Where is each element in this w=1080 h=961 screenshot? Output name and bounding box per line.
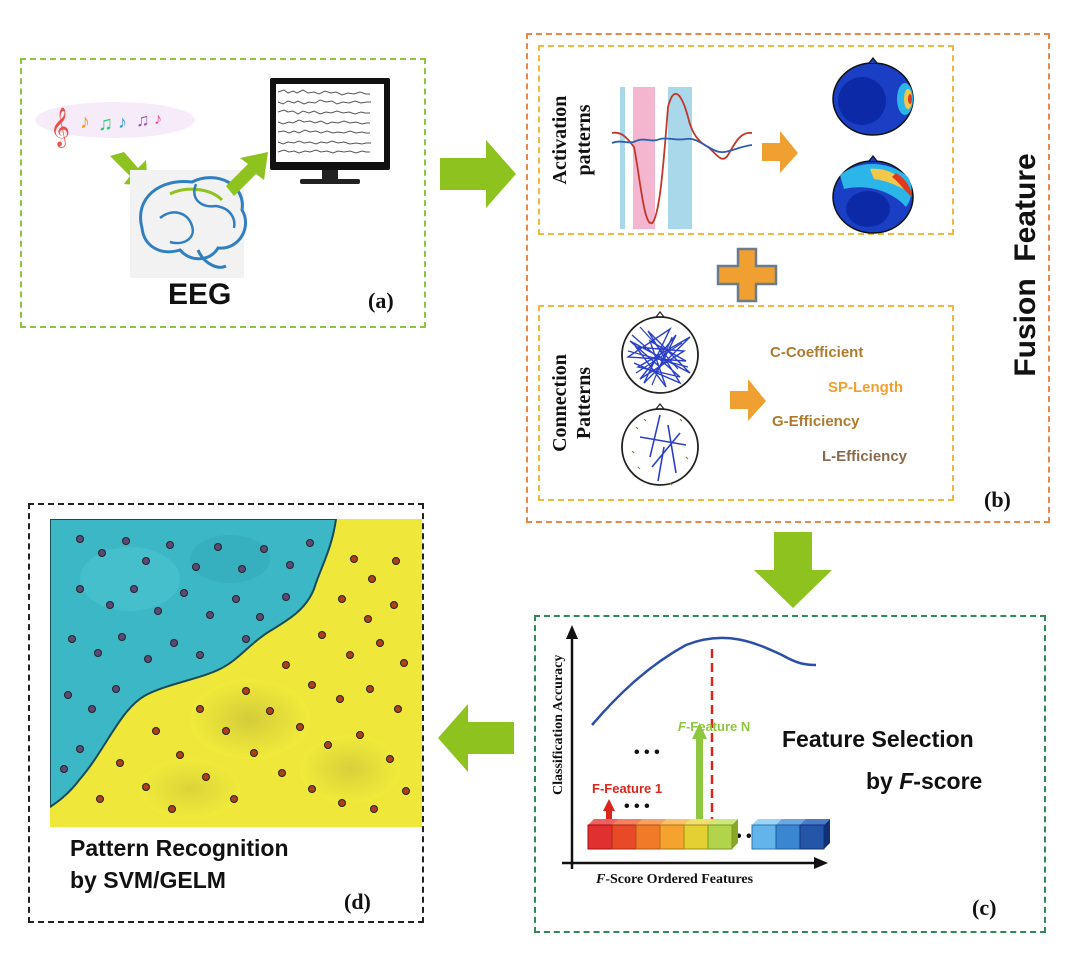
- accuracy-curve: [591, 636, 817, 726]
- metric-c-coefficient: C-Coefficient: [770, 344, 863, 361]
- feature-block: [707, 819, 738, 850]
- time-window-band: [633, 87, 655, 229]
- erp-waveform-blue: [611, 137, 753, 153]
- activation-patterns-box: Activation patterns: [538, 45, 954, 235]
- time-window-band: [620, 87, 625, 229]
- panel-c-feature-selection: F-Feature N F-Feature 1 • • • • • • • • …: [534, 615, 1046, 933]
- panel-d-pattern-recognition: Pattern Recognition by SVM/GELM (d): [28, 503, 424, 923]
- activation-graphics: [611, 57, 914, 234]
- panel-b-fusion-feature: Activation patterns: [526, 33, 1050, 523]
- svg-text:♪: ♪: [80, 111, 90, 133]
- svg-text:♪: ♪: [154, 111, 162, 128]
- ellipsis-upper: • • •: [634, 744, 660, 761]
- fusion-feature-label: Fusion Feature: [1009, 153, 1042, 377]
- connectivity-map-2-icon: [621, 403, 699, 486]
- x-axis-arrowhead: [814, 857, 828, 869]
- arrow-brain-to-monitor-icon: [226, 152, 268, 196]
- metric-sp-length: SP-Length: [828, 379, 903, 396]
- time-window-band: [668, 87, 692, 229]
- arrow-b-to-c-icon: [754, 532, 832, 608]
- class-samples-red: [96, 555, 410, 813]
- feature-selection-title-line1: Feature Selection: [782, 726, 974, 752]
- arrow-a-to-b-icon: [440, 140, 516, 208]
- pattern-recognition-title-line2: by SVM/GELM: [70, 867, 226, 893]
- panel-c-graphics: F-Feature N F-Feature 1 • • • • • • • • …: [551, 625, 982, 887]
- metric-l-efficiency: L-Efficiency: [822, 448, 908, 465]
- feature-block: [683, 819, 714, 850]
- topomap-2-icon: [832, 155, 914, 234]
- panel-a-eeg-acquisition: 𝄞 ♪ ♫ ♪ ♫ ♪: [20, 58, 426, 328]
- panel-b-tag: (b): [984, 487, 1011, 512]
- ellipsis-lower: • • •: [624, 798, 650, 815]
- panel-c-tag: (c): [972, 895, 997, 920]
- title-line2-pre: by: [866, 768, 899, 794]
- feature-n-arrow-icon: [692, 723, 707, 823]
- x-axis-label-prefix: F: [595, 872, 606, 887]
- y-axis-label: Classification Accuracy: [551, 655, 566, 795]
- arrow-c-to-d-icon: [438, 704, 514, 772]
- feature-1-arrow-icon: [603, 799, 615, 821]
- feature-n-prefix: F: [678, 719, 687, 734]
- arrow-erp-to-topomap-icon: [762, 131, 798, 173]
- decision-boundary-plot: [50, 519, 422, 827]
- feature-block: [799, 819, 830, 850]
- x-axis-label-rest: -Score Ordered Features: [605, 872, 753, 887]
- connection-graphics: C-Coefficient SP-Length G-Efficiency L-E…: [621, 311, 908, 486]
- svg-text:𝄞: 𝄞: [50, 108, 70, 148]
- connection-patterns-box: Connection Patterns C-Coefficient SP-Len…: [538, 305, 954, 501]
- music-notes-icon: 𝄞 ♪ ♫ ♪ ♫ ♪: [35, 102, 195, 148]
- panel-a-graphics: 𝄞 ♪ ♫ ♪ ♫ ♪: [35, 78, 390, 278]
- class-samples-blue: [60, 535, 314, 773]
- arrow-connectivity-to-metrics-icon: [730, 379, 766, 421]
- svg-text:♫: ♫: [98, 113, 113, 135]
- feature-selection-title-line2: by F-score: [866, 768, 982, 794]
- eeg-monitor-icon: [270, 78, 390, 184]
- title-line2-post: -score: [913, 768, 982, 794]
- connectivity-map-1-icon: [621, 311, 699, 394]
- plus-icon: [716, 247, 778, 303]
- brain-icon: [130, 170, 248, 278]
- metric-g-efficiency: G-Efficiency: [772, 413, 860, 430]
- svg-text:♪: ♪: [118, 112, 127, 132]
- pattern-recognition-title-line1: Pattern Recognition: [70, 835, 289, 861]
- x-axis-label: F-Score Ordered Features: [595, 872, 754, 887]
- panel-a-tag: (a): [368, 288, 394, 313]
- feature-1-label: F-Feature 1: [592, 781, 662, 796]
- erp-waveform-red: [611, 92, 753, 224]
- feature-blocks-ranked: [587, 819, 830, 850]
- panel-d-tag: (d): [344, 889, 371, 914]
- topomap-1-icon: [832, 57, 914, 136]
- eeg-label: EEG: [168, 278, 232, 311]
- feature-n-rest: -Feature N: [686, 719, 750, 734]
- feature-n-label: F-Feature N: [678, 719, 750, 734]
- svg-text:♫: ♫: [136, 110, 150, 130]
- y-axis-arrowhead: [566, 625, 578, 639]
- title-line2-italic: F: [899, 768, 914, 794]
